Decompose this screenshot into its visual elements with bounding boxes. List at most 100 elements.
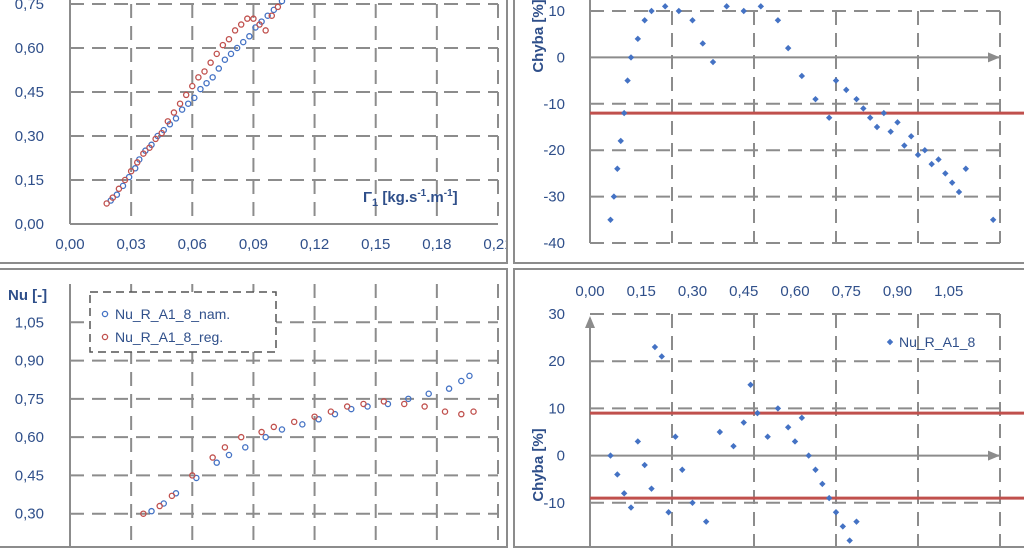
data-point-series1: [258, 428, 265, 436]
y-tick-label: 0,60: [15, 429, 44, 446]
x-tick-label: 0,60: [780, 283, 809, 300]
chart-tr: 10 0 -10 -20 -30 -40 Chyba [%]: [530, 0, 1024, 252]
legend-label-nam: Nu_R_A1_8_nam.: [115, 306, 230, 322]
data-point-series0: [641, 17, 648, 24]
data-point-series0: [942, 170, 949, 177]
data-point-series0: [221, 56, 229, 63]
data-point-series0: [125, 173, 133, 181]
y-tick-label: -20: [543, 142, 565, 159]
data-point-series1: [176, 100, 184, 107]
data-point-series1: [103, 200, 110, 207]
y-tick-label: 0,30: [15, 506, 44, 523]
x-tick-label: 1,05: [934, 283, 963, 300]
data-point-series0: [278, 426, 286, 433]
data-point-series0: [278, 0, 286, 5]
data-point-series0: [784, 44, 792, 52]
data-point-series0: [213, 459, 220, 466]
x-axis-title: Γ1 [kg.s-1.m-1]: [363, 188, 458, 209]
y-tick-label: 0,60: [15, 40, 44, 57]
data-point-series0: [148, 507, 155, 515]
y-tick-label: 30: [548, 306, 565, 323]
chart-panel-bottom-right: 30 20 10 0 -10 0,00 0,15 0,30 0,45 0,60 0,75 0,90 1,…: [513, 268, 1024, 548]
chart-bl-svg: 1,05 0,90 0,75 0,60 0,45 0,30 Nu [-] Nu_R_A1_8_…: [8, 284, 499, 546]
data-point-series0: [617, 137, 624, 145]
data-point-series0: [627, 54, 635, 61]
data-point-series1: [168, 492, 176, 500]
data-point-series1: [140, 150, 147, 157]
data-point-series0: [928, 160, 935, 168]
data-point-series0: [955, 188, 963, 196]
data-point-series1: [470, 408, 477, 415]
data-point-series1: [146, 144, 153, 151]
data-point-series0: [425, 390, 432, 398]
y-axis-title: Nu [-]: [8, 287, 47, 304]
data-point-series0: [860, 105, 867, 112]
chart-br-svg: 30 20 10 0 -10 0,00 0,15 0,30 0,45 0,60 0,75 0,90 1,…: [530, 283, 1024, 546]
data-point-series1: [244, 15, 251, 22]
data-point-series0: [747, 381, 754, 388]
data-point-series1: [189, 472, 196, 479]
legend-marker: [886, 338, 894, 346]
data-point-series1: [164, 118, 172, 125]
y-tick-label: 1,05: [15, 314, 44, 331]
data-point-series0: [832, 509, 840, 516]
data-point-series1: [237, 433, 245, 441]
data-point-series0: [233, 44, 241, 52]
data-point-series1: [262, 27, 269, 34]
data-point-series0: [191, 94, 198, 102]
x-tick-label: 0,18: [422, 236, 451, 253]
x-tick-label: 0,06: [178, 236, 207, 253]
data-point-series0: [607, 216, 614, 223]
data-point-series0: [757, 3, 765, 10]
x-tick-label: 0,90: [883, 283, 912, 300]
y-tick-label: 0,90: [15, 353, 44, 370]
data-point-series0: [634, 438, 642, 445]
y-tick-label: 0,75: [15, 0, 44, 13]
data-point-series0: [689, 17, 696, 24]
x-tick-label: 0,15: [627, 283, 656, 300]
data-point-series0: [184, 100, 192, 107]
data-point-series0: [825, 494, 833, 502]
data-point-series1: [219, 41, 227, 49]
data-point-series0: [466, 372, 473, 380]
data-point-series0: [798, 414, 806, 422]
data-point-series0: [887, 128, 894, 135]
data-point-series0: [723, 3, 730, 10]
data-point-series1: [195, 74, 202, 81]
data-point-series0: [962, 165, 970, 172]
y-tick-label: 10: [548, 3, 565, 20]
data-point-series1: [290, 418, 298, 426]
data-point-series0: [819, 480, 826, 488]
data-point-series0: [225, 451, 233, 459]
x-tick-label: 0,12: [300, 236, 329, 253]
data-point-series0: [675, 7, 683, 15]
data-point-series0: [730, 442, 737, 450]
data-point-series1: [152, 135, 159, 143]
axis-arrowhead: [585, 316, 595, 328]
data-point-series1: [201, 68, 208, 75]
x-tick-label: 0,03: [117, 236, 146, 253]
data-point-series0: [627, 504, 635, 511]
data-point-series0: [614, 471, 621, 478]
data-point-series0: [754, 409, 761, 417]
data-point-series1: [274, 3, 282, 11]
data-point-series0: [610, 193, 618, 200]
y-tick-label: -10: [543, 495, 565, 512]
data-point-series1: [189, 82, 196, 90]
data-point-series1: [400, 400, 408, 408]
chart-panel-top-right: 10 0 -10 -20 -30 -40 Chyba [%]: [513, 0, 1024, 264]
y-tick-label: 0,45: [15, 467, 44, 484]
data-point-series0: [791, 438, 799, 445]
data-point-series1: [237, 21, 245, 28]
data-point-series0: [215, 65, 223, 72]
data-point-series1: [256, 21, 263, 28]
data-point-series0: [624, 77, 631, 84]
x-tick-label: 0,15: [361, 236, 390, 253]
chart-panel-bottom-left: 1,05 0,90 0,75 0,60 0,45 0,30 Nu [-] Nu_R_A1_8_…: [0, 268, 508, 548]
y-tick-label: 0,75: [15, 391, 44, 408]
data-point-series1: [115, 185, 123, 193]
chart-bl: 1,05 0,90 0,75 0,60 0,45 0,30 Nu [-] Nu_R_A1_8_…: [8, 284, 499, 546]
data-point-series0: [405, 395, 412, 403]
data-point-series0: [798, 72, 806, 80]
data-point-series1: [343, 403, 351, 410]
